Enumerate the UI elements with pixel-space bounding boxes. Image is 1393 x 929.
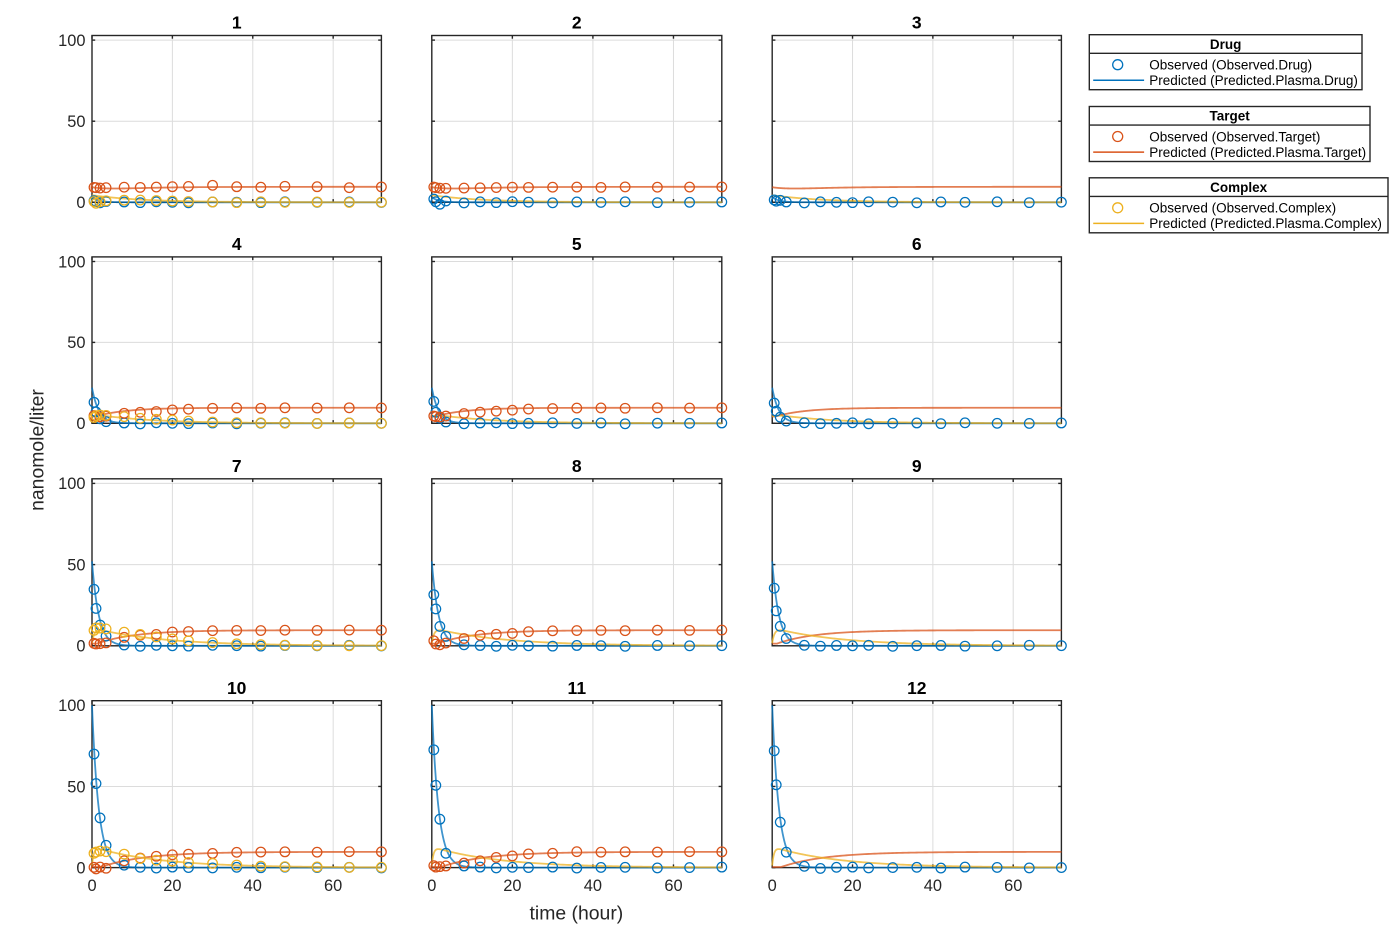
svg-text:4: 4 xyxy=(232,234,242,254)
svg-text:time (hour): time (hour) xyxy=(530,903,624,925)
svg-text:20: 20 xyxy=(843,877,861,895)
svg-text:Predicted (Predicted.Plasma.Ta: Predicted (Predicted.Plasma.Target) xyxy=(1149,145,1366,160)
svg-text:0: 0 xyxy=(76,194,85,212)
svg-text:0: 0 xyxy=(76,415,85,433)
svg-text:50: 50 xyxy=(67,778,85,796)
svg-text:2: 2 xyxy=(572,13,582,33)
svg-text:40: 40 xyxy=(584,877,602,895)
svg-text:Observed (Observed.Drug): Observed (Observed.Drug) xyxy=(1149,58,1312,73)
svg-text:Predicted (Predicted.Plasma.Dr: Predicted (Predicted.Plasma.Drug) xyxy=(1149,73,1358,88)
svg-text:100: 100 xyxy=(58,697,85,715)
svg-text:5: 5 xyxy=(572,234,582,254)
svg-text:50: 50 xyxy=(67,113,85,131)
svg-text:3: 3 xyxy=(912,13,922,33)
svg-text:40: 40 xyxy=(244,877,262,895)
svg-text:0: 0 xyxy=(87,877,96,895)
svg-text:11: 11 xyxy=(568,678,587,698)
svg-text:9: 9 xyxy=(912,456,922,476)
svg-text:50: 50 xyxy=(67,556,85,574)
svg-text:6: 6 xyxy=(912,234,922,254)
svg-text:60: 60 xyxy=(324,877,342,895)
svg-text:8: 8 xyxy=(572,456,582,476)
svg-text:0: 0 xyxy=(76,638,85,656)
svg-text:50: 50 xyxy=(67,334,85,352)
svg-text:Observed (Observed.Target): Observed (Observed.Target) xyxy=(1149,129,1320,144)
svg-text:60: 60 xyxy=(664,877,682,895)
svg-text:Target: Target xyxy=(1210,109,1251,124)
svg-text:1: 1 xyxy=(232,13,242,33)
svg-text:100: 100 xyxy=(58,253,85,271)
svg-text:10: 10 xyxy=(227,678,247,698)
svg-text:Complex: Complex xyxy=(1210,180,1268,195)
svg-text:0: 0 xyxy=(768,877,777,895)
svg-text:40: 40 xyxy=(924,877,942,895)
svg-text:100: 100 xyxy=(58,32,85,50)
svg-text:12: 12 xyxy=(907,678,927,698)
svg-text:20: 20 xyxy=(503,877,521,895)
svg-text:7: 7 xyxy=(232,456,242,476)
svg-text:20: 20 xyxy=(163,877,181,895)
svg-text:Drug: Drug xyxy=(1210,37,1242,52)
svg-text:0: 0 xyxy=(76,859,85,877)
svg-text:nanomole/liter: nanomole/liter xyxy=(27,389,49,511)
svg-text:100: 100 xyxy=(58,475,85,493)
svg-text:60: 60 xyxy=(1004,877,1022,895)
svg-text:Predicted (Predicted.Plasma.Co: Predicted (Predicted.Plasma.Complex) xyxy=(1149,216,1382,231)
svg-text:Observed (Observed.Complex): Observed (Observed.Complex) xyxy=(1149,201,1336,216)
svg-text:0: 0 xyxy=(427,877,436,895)
